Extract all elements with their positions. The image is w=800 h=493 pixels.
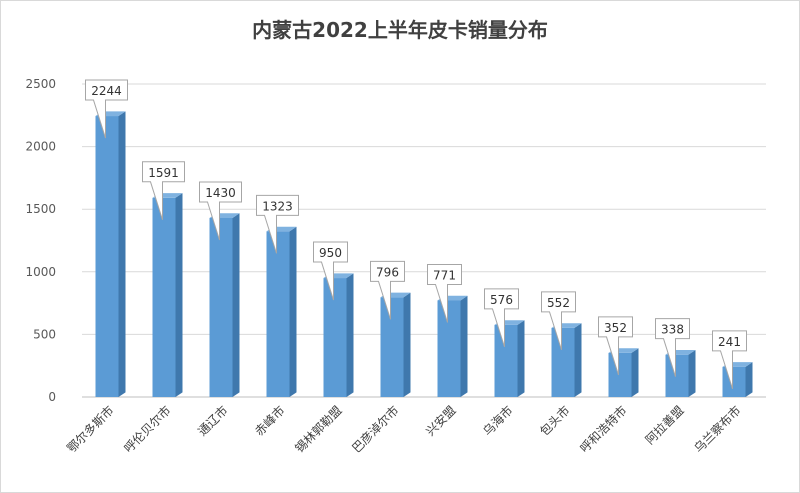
x-category-label: 乌兰察布市 xyxy=(691,403,744,456)
data-label-callout xyxy=(142,161,185,220)
x-category-label: 包头市 xyxy=(537,403,573,439)
bar-side xyxy=(460,295,468,397)
bar-side xyxy=(346,273,354,397)
y-tick-label: 2500 xyxy=(25,77,56,91)
chart-title: 内蒙古2022上半年皮卡销量分布 xyxy=(252,18,548,42)
bar-side xyxy=(745,362,753,397)
bar xyxy=(722,366,746,397)
y-tick-label: 1500 xyxy=(25,202,56,216)
data-label: 338 xyxy=(661,323,684,337)
x-category-label: 兴安盟 xyxy=(423,403,459,439)
data-label-callout xyxy=(598,316,633,376)
bar-side xyxy=(574,323,582,397)
data-label-callout xyxy=(655,318,690,377)
x-axis-categories: 鄂尔多斯市 呼伦贝尔市 通辽市 赤峰市 锡林郭勒盟 巴彦淖尔市 兴安盟 乌海市 包头市 呼和浩特市… xyxy=(64,403,744,456)
bar xyxy=(152,197,176,397)
x-category-label: 赤峰市 xyxy=(252,403,288,439)
y-axis-ticks: 0 500 1000 1500 2000 2500 xyxy=(25,77,56,404)
x-category-label: 锡林郭勒盟 xyxy=(292,403,345,456)
data-label-callout xyxy=(712,330,747,389)
bar-side xyxy=(175,193,183,397)
bars xyxy=(95,111,753,398)
data-label: 2244 xyxy=(91,84,122,98)
bar xyxy=(494,324,518,397)
bar xyxy=(665,354,689,397)
data-label-callout xyxy=(370,260,405,320)
x-category-label: 巴彦淖尔市 xyxy=(349,403,402,456)
data-label: 352 xyxy=(604,321,627,335)
data-label: 950 xyxy=(319,246,342,260)
x-category-label: 阿拉善盟 xyxy=(642,403,687,448)
data-label: 552 xyxy=(547,296,570,310)
bar xyxy=(551,327,575,397)
data-label: 1591 xyxy=(148,166,179,180)
bar xyxy=(95,116,119,397)
data-label: 796 xyxy=(376,265,399,279)
bar xyxy=(380,297,404,397)
x-category-label: 呼伦贝尔市 xyxy=(121,403,174,456)
data-label-callout xyxy=(199,181,242,241)
gridlines xyxy=(82,83,766,398)
data-label-callout xyxy=(484,288,519,348)
data-label: 771 xyxy=(433,268,456,282)
bar-side xyxy=(631,348,639,397)
data-label: 241 xyxy=(718,335,741,349)
data-label-callout xyxy=(541,291,576,351)
x-category-label: 通辽市 xyxy=(195,403,231,439)
x-category-label: 呼和浩特市 xyxy=(577,403,630,456)
data-label-callout xyxy=(85,79,128,139)
bar xyxy=(209,217,233,397)
x-category-label: 乌海市 xyxy=(480,403,516,439)
data-label: 1323 xyxy=(262,199,293,213)
data-label-callout xyxy=(427,263,462,323)
bar-side xyxy=(118,111,126,398)
y-tick-label: 1000 xyxy=(25,265,56,279)
data-label-callout xyxy=(256,194,299,254)
bar xyxy=(437,300,461,397)
bar-side xyxy=(232,213,240,397)
y-tick-label: 2000 xyxy=(25,140,56,154)
y-tick-label: 500 xyxy=(33,327,56,341)
data-label-callout xyxy=(313,241,348,301)
bar xyxy=(323,278,347,397)
bar-side xyxy=(688,350,696,397)
bar xyxy=(266,231,290,397)
data-labels: 2244 1591 1430 1323 950 796 771 576 552 352 338 241 xyxy=(85,79,747,389)
bar-side xyxy=(517,320,525,397)
x-category-label: 鄂尔多斯市 xyxy=(64,403,117,456)
y-tick-label: 0 xyxy=(48,390,56,404)
bar-side xyxy=(403,292,411,397)
bar-side xyxy=(289,226,297,397)
data-label: 1430 xyxy=(205,186,236,200)
bar xyxy=(608,352,632,397)
data-label: 576 xyxy=(490,293,513,307)
